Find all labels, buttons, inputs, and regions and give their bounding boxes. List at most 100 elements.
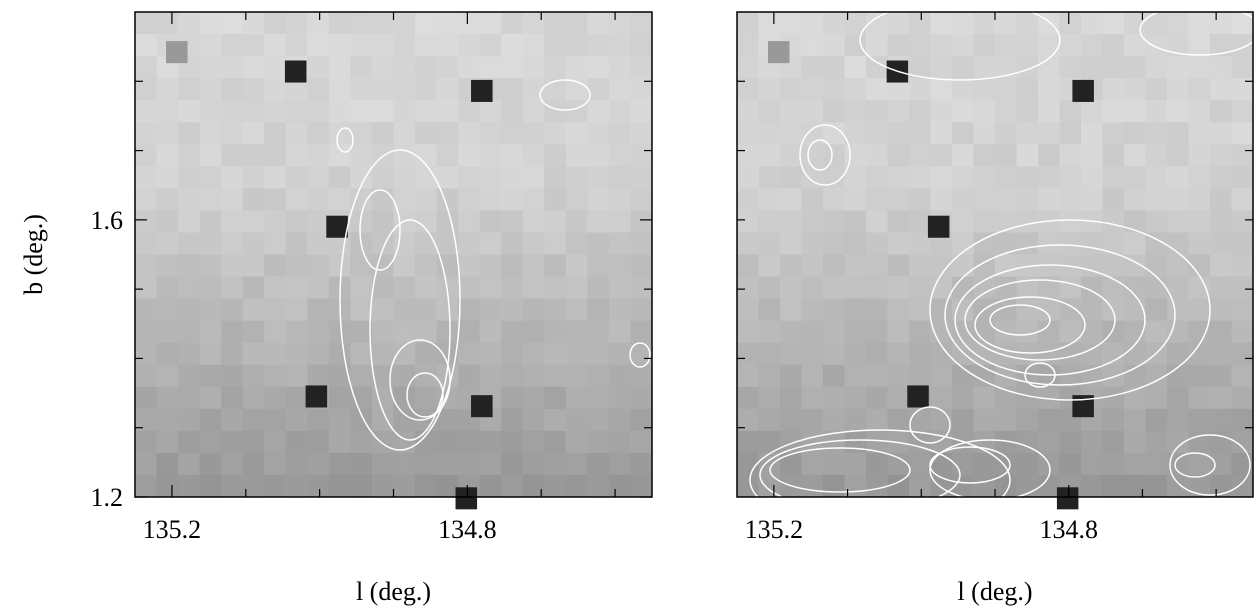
image-pixel [371,254,394,278]
image-pixel [221,276,244,300]
image-pixel [780,144,802,167]
image-pixel [1188,188,1211,211]
image-pixel [264,254,287,278]
image-pixel [1059,232,1082,255]
image-pixel [780,232,802,255]
image-pixel [544,430,567,454]
image-pixel [608,188,631,211]
image-pixel [930,12,953,35]
image-pixel [1231,12,1254,35]
image-pixel [801,254,824,278]
image-pixel [630,452,653,476]
image-pixel [1124,144,1146,167]
image-pixel [844,210,867,233]
image-pixel [328,12,351,35]
image-pixel [587,386,610,410]
image-pixel [737,298,759,322]
image-pixel [1102,210,1125,233]
image-pixel [544,452,567,476]
image-pixel [242,188,265,211]
image-pixel [973,144,996,167]
image-pixel [307,232,330,255]
image-pixel [393,34,416,57]
image-pixel [371,166,394,189]
image-pixel [264,342,287,366]
image-pixel [1188,408,1211,432]
image-pixel [1059,56,1082,79]
image-pixel [242,144,265,167]
image-pixel [242,12,265,35]
image-pixel [199,78,222,101]
image-pixel [156,276,179,300]
image-pixel [780,188,802,211]
image-pixel [801,56,824,79]
image-pixel [264,232,287,255]
image-pixel [1167,276,1189,300]
image-pixel [242,408,265,432]
image-pixel [371,452,394,476]
contour [859,0,1061,81]
image-pixel [887,166,910,189]
image-pixel [844,232,867,255]
image-pixel [1016,56,1039,79]
image-pixel [458,56,481,79]
image-pixel [436,210,459,233]
image-pixel [1038,232,1060,255]
image-pixel [1231,408,1254,432]
image-pixel [1102,144,1125,167]
image-pixel [221,188,244,211]
image-pixel [350,452,373,476]
image-pixel [1038,474,1060,498]
image-pixel [866,100,888,123]
image-pixel [866,122,888,145]
image-pixel [135,320,158,344]
image-pixel [952,254,974,278]
image-pixel [156,166,179,189]
image-pixel [1038,100,1060,123]
image-pixel [1188,320,1211,344]
image-pixel [178,210,201,233]
image-pixel [221,210,244,233]
image-pixel [328,100,351,123]
image-pixel [285,122,308,145]
image-pixel [780,12,802,35]
image-pixel [630,166,653,189]
image-pixel [973,78,996,101]
image-pixel [371,408,394,432]
image-pixel [930,34,953,57]
image-pixel [587,122,610,145]
image-pixel [350,320,373,344]
image-pixel [242,100,265,123]
image-panel [737,0,1254,531]
image-pixel [1124,56,1146,79]
image-pixel [285,408,308,432]
image-pixel [887,78,910,101]
image-pixel [608,122,631,145]
image-pixel [264,188,287,211]
image-pixel [565,122,588,145]
image-pixel [458,144,481,167]
image-pixel [479,452,502,476]
contour [369,219,451,441]
image-pixel [522,408,545,432]
image-pixel [199,232,222,255]
image-pixel [307,342,330,366]
image-pixel [1016,210,1039,233]
image-pixel [801,100,824,123]
image-pixel [501,452,524,476]
image-pixel [199,386,222,410]
image-pixel [393,100,416,123]
image-pixel [758,386,781,410]
contour [799,124,851,186]
image-pixel [501,56,524,79]
image-pixel [199,298,222,322]
image-pixel [415,56,438,79]
image-pixel [501,100,524,123]
image-pixel [393,386,416,410]
image-pixel [930,276,953,300]
image-pixel [307,210,330,233]
image-pixel [1167,342,1189,366]
image-pixel [178,276,201,300]
image-pixel [1145,364,1168,388]
image-pixel [1124,122,1146,145]
